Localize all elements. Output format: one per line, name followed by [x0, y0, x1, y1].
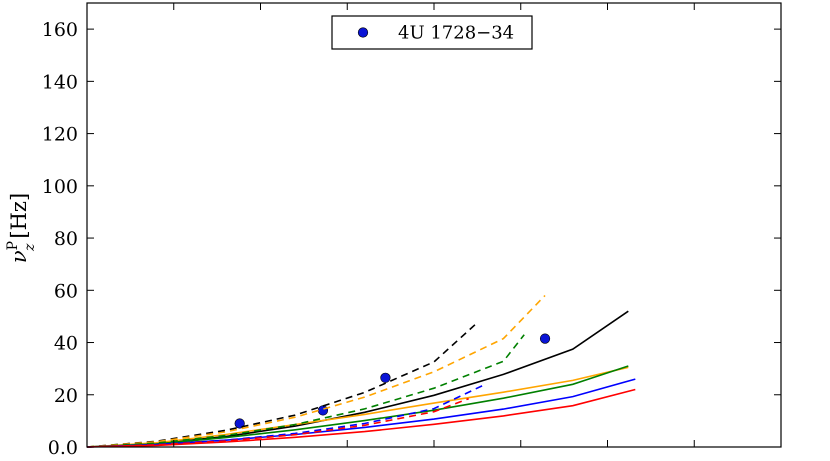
series-line-9-dashed	[86, 384, 483, 448]
y-axis-label: νPz [Hz]	[5, 193, 38, 263]
tick-layer: 0.0 20 40 60 80 100 120 140 160	[42, 3, 781, 459]
series-line-6-dashed	[86, 323, 477, 448]
y-tick-label: 40	[54, 333, 78, 355]
y-tick-label: 0.0	[48, 437, 78, 459]
legend: 4U 1728−34	[331, 15, 533, 50]
y-axis-superscript: P	[5, 241, 21, 250]
y-tick-label: 80	[54, 228, 78, 250]
y-tick-label: 20	[54, 385, 78, 407]
series-line-7-dashed	[86, 294, 546, 448]
series-line-4-solid	[86, 378, 636, 448]
series-line-10-dashed	[86, 397, 469, 448]
data-point	[380, 372, 391, 383]
legend-marker-4u-1728-34	[357, 27, 369, 38]
series-line-3-solid	[86, 365, 629, 448]
data-layer	[86, 294, 636, 448]
y-tick-label: 140	[42, 71, 78, 93]
series-line-8-dashed	[86, 334, 525, 448]
data-point	[234, 418, 245, 429]
y-tick-label: 160	[42, 19, 78, 41]
series-line-1-solid	[86, 310, 629, 448]
legend-label: 4U 1728−34	[398, 23, 514, 44]
data-point	[539, 333, 551, 344]
y-axis-subscript: z	[22, 243, 38, 252]
y-axis-symbol: ν	[7, 250, 31, 263]
y-tick-label: 120	[42, 124, 78, 146]
y-tick-label: 60	[54, 280, 78, 302]
series-line-2-solid	[86, 366, 629, 448]
data-point	[317, 405, 329, 416]
series-line-5-solid	[86, 388, 636, 448]
y-axis-unit: [Hz]	[7, 193, 31, 239]
y-tick-label: 100	[42, 176, 78, 198]
plot-frame	[86, 2, 782, 448]
